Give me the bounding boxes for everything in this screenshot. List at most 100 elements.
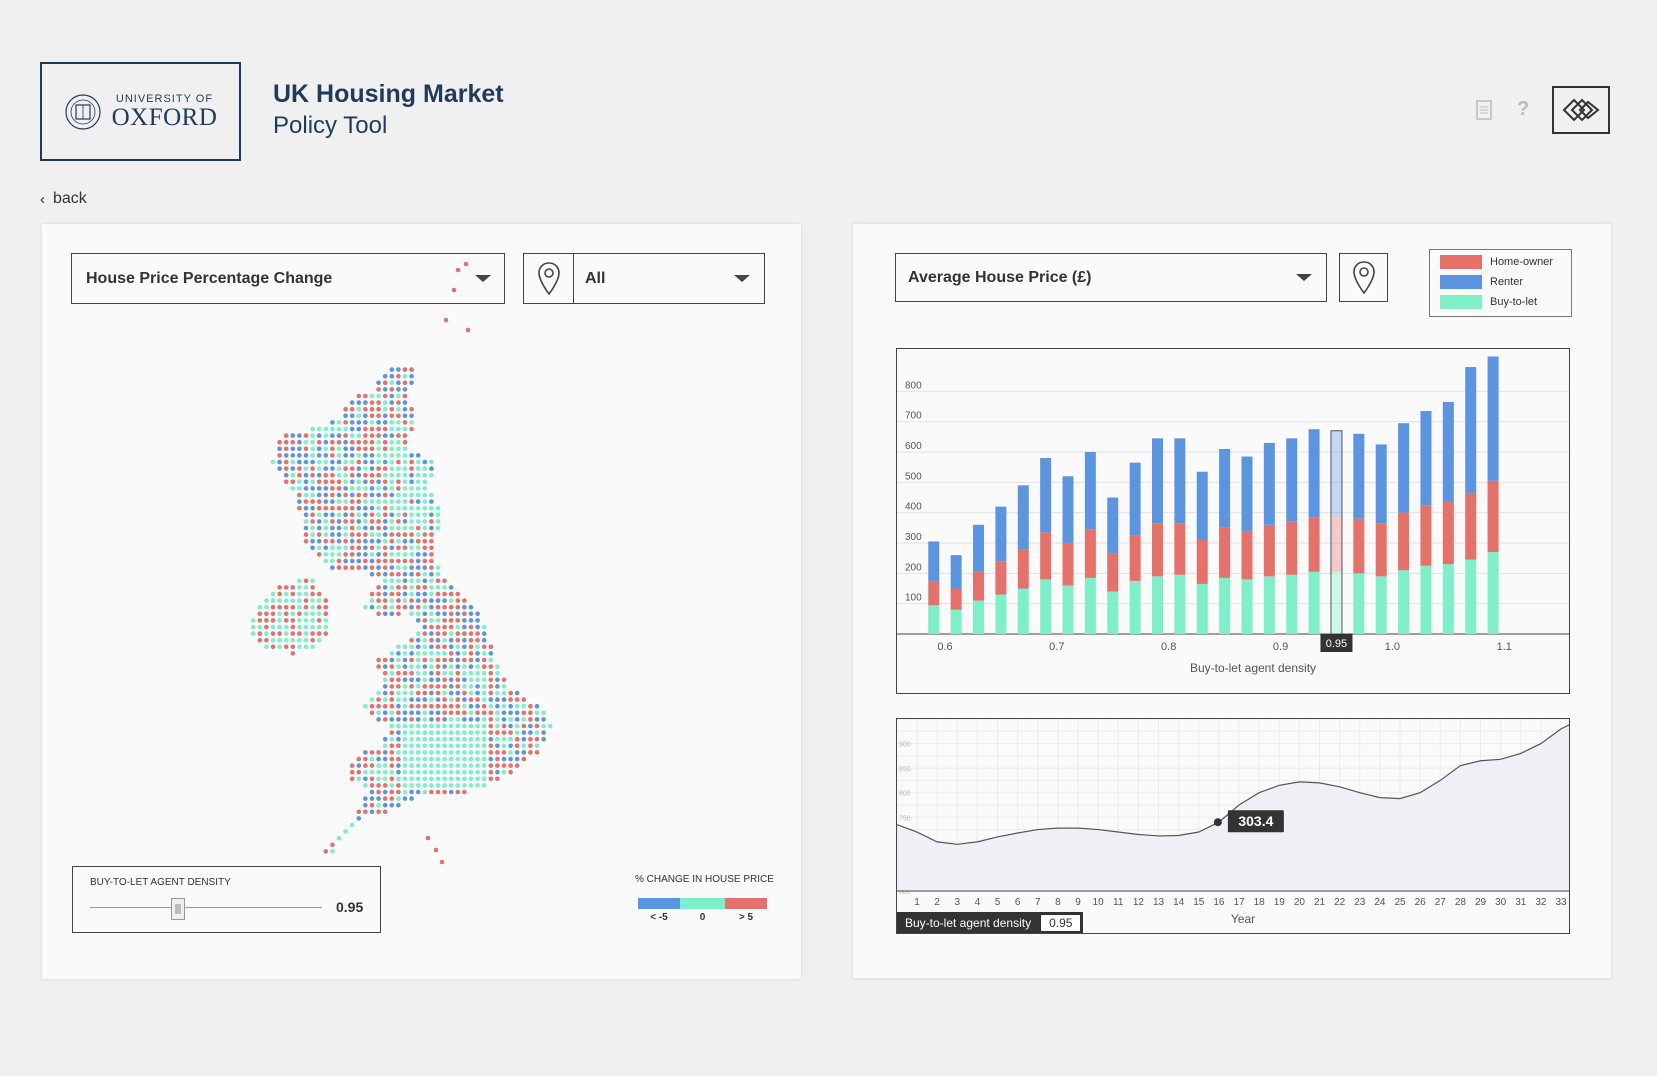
map-dot xyxy=(336,486,342,491)
map-dot xyxy=(270,631,276,636)
map-dot xyxy=(475,769,480,775)
legend-item-home-owner: Home-owner xyxy=(1440,255,1553,269)
map-dot xyxy=(442,684,447,689)
map-dot xyxy=(363,604,368,610)
bar-segment xyxy=(1487,480,1499,553)
map-dot xyxy=(389,690,395,696)
map-dot xyxy=(336,446,342,452)
map-dot xyxy=(376,459,381,465)
region-select[interactable]: All xyxy=(523,253,765,304)
map-dot xyxy=(442,756,447,762)
university-logo[interactable]: UNIVERSITY OF OXFORD xyxy=(40,62,241,161)
chart-location-button[interactable] xyxy=(1339,253,1388,302)
map-dot xyxy=(369,750,375,755)
map-dot xyxy=(369,591,375,597)
map-dot xyxy=(264,604,269,610)
map-dot xyxy=(303,486,309,491)
map-dot xyxy=(283,479,289,485)
map-dot xyxy=(455,710,461,716)
map-dot xyxy=(382,736,388,742)
map-dot xyxy=(297,446,302,452)
map-dot xyxy=(303,618,309,623)
map-dot xyxy=(422,578,428,584)
map-dot xyxy=(389,459,395,465)
document-icon[interactable] xyxy=(1476,100,1492,126)
map-dot xyxy=(330,552,335,557)
map-metric-select[interactable]: House Price Percentage Change xyxy=(71,253,505,304)
map-dot xyxy=(303,631,309,636)
map-dot xyxy=(316,532,322,537)
map-dot xyxy=(415,789,421,795)
bar-segment xyxy=(995,594,1007,634)
map-dot xyxy=(389,433,395,438)
map-dot xyxy=(429,783,434,788)
map-dot xyxy=(343,420,348,425)
map-dot xyxy=(310,624,315,630)
bar-segment xyxy=(1062,543,1074,586)
map-dot xyxy=(402,710,408,716)
map-dot xyxy=(402,703,408,709)
map-dot xyxy=(415,545,421,551)
map-dot xyxy=(323,466,329,471)
map-dot xyxy=(283,591,289,597)
map-dot xyxy=(323,486,329,491)
map-dot xyxy=(389,789,395,795)
map-dot xyxy=(429,571,434,577)
map-dot xyxy=(475,783,480,788)
back-link[interactable]: ‹ back xyxy=(40,190,87,208)
map-dot xyxy=(349,545,355,551)
map-dot xyxy=(442,651,447,656)
map-dot xyxy=(290,453,296,458)
map-dot xyxy=(310,479,315,485)
map-dot xyxy=(369,479,375,485)
map-dot xyxy=(264,618,269,623)
map-dot xyxy=(468,690,474,696)
map-dot xyxy=(488,743,494,749)
line-chart[interactable]: 6007007508008509001234567891011121314151… xyxy=(896,718,1570,933)
map-dot xyxy=(521,697,527,702)
uk-dot-map[interactable] xyxy=(240,250,600,910)
map-dot xyxy=(508,756,513,762)
map-dot xyxy=(508,743,513,749)
map-dot xyxy=(316,552,322,557)
map-dot xyxy=(409,413,414,419)
x-tick-label: 9 xyxy=(1075,897,1081,908)
map-dot xyxy=(389,373,395,379)
map-dot xyxy=(429,756,434,762)
map-dot xyxy=(462,723,467,729)
map-dot xyxy=(528,730,533,735)
bar-segment xyxy=(1219,527,1231,578)
map-dot xyxy=(270,598,276,603)
bar-segment xyxy=(1398,570,1410,634)
help-icon[interactable]: ? xyxy=(1517,98,1530,120)
map-dot xyxy=(369,598,375,603)
map-dot xyxy=(389,512,395,518)
map-dot xyxy=(422,684,428,689)
map-dot xyxy=(336,420,342,425)
map-dot xyxy=(409,776,414,782)
map-dot xyxy=(429,578,434,584)
chart-metric-select[interactable]: Average House Price (£) xyxy=(895,253,1327,302)
map-dot xyxy=(389,763,395,768)
map-dot xyxy=(389,380,395,386)
map-dot xyxy=(389,439,395,445)
map-dot xyxy=(349,426,355,432)
slider-track[interactable] xyxy=(90,907,322,908)
map-dot xyxy=(356,499,362,504)
map-dot xyxy=(495,730,500,735)
bar-segment xyxy=(1017,588,1029,634)
map-dot xyxy=(389,565,395,570)
brand-logo-button[interactable] xyxy=(1552,86,1610,134)
x-tick-label: 0.9 xyxy=(1273,641,1288,653)
map-dot xyxy=(277,618,282,623)
map-dot xyxy=(349,486,355,491)
map-dot xyxy=(442,703,447,709)
map-dot xyxy=(363,433,368,438)
slider-thumb[interactable] xyxy=(171,898,186,920)
y-tick-label: 500 xyxy=(905,471,922,482)
map-dot xyxy=(442,591,447,597)
x-tick-label: 5 xyxy=(995,897,1001,908)
map-dot xyxy=(501,750,507,755)
map-dot xyxy=(396,433,401,438)
